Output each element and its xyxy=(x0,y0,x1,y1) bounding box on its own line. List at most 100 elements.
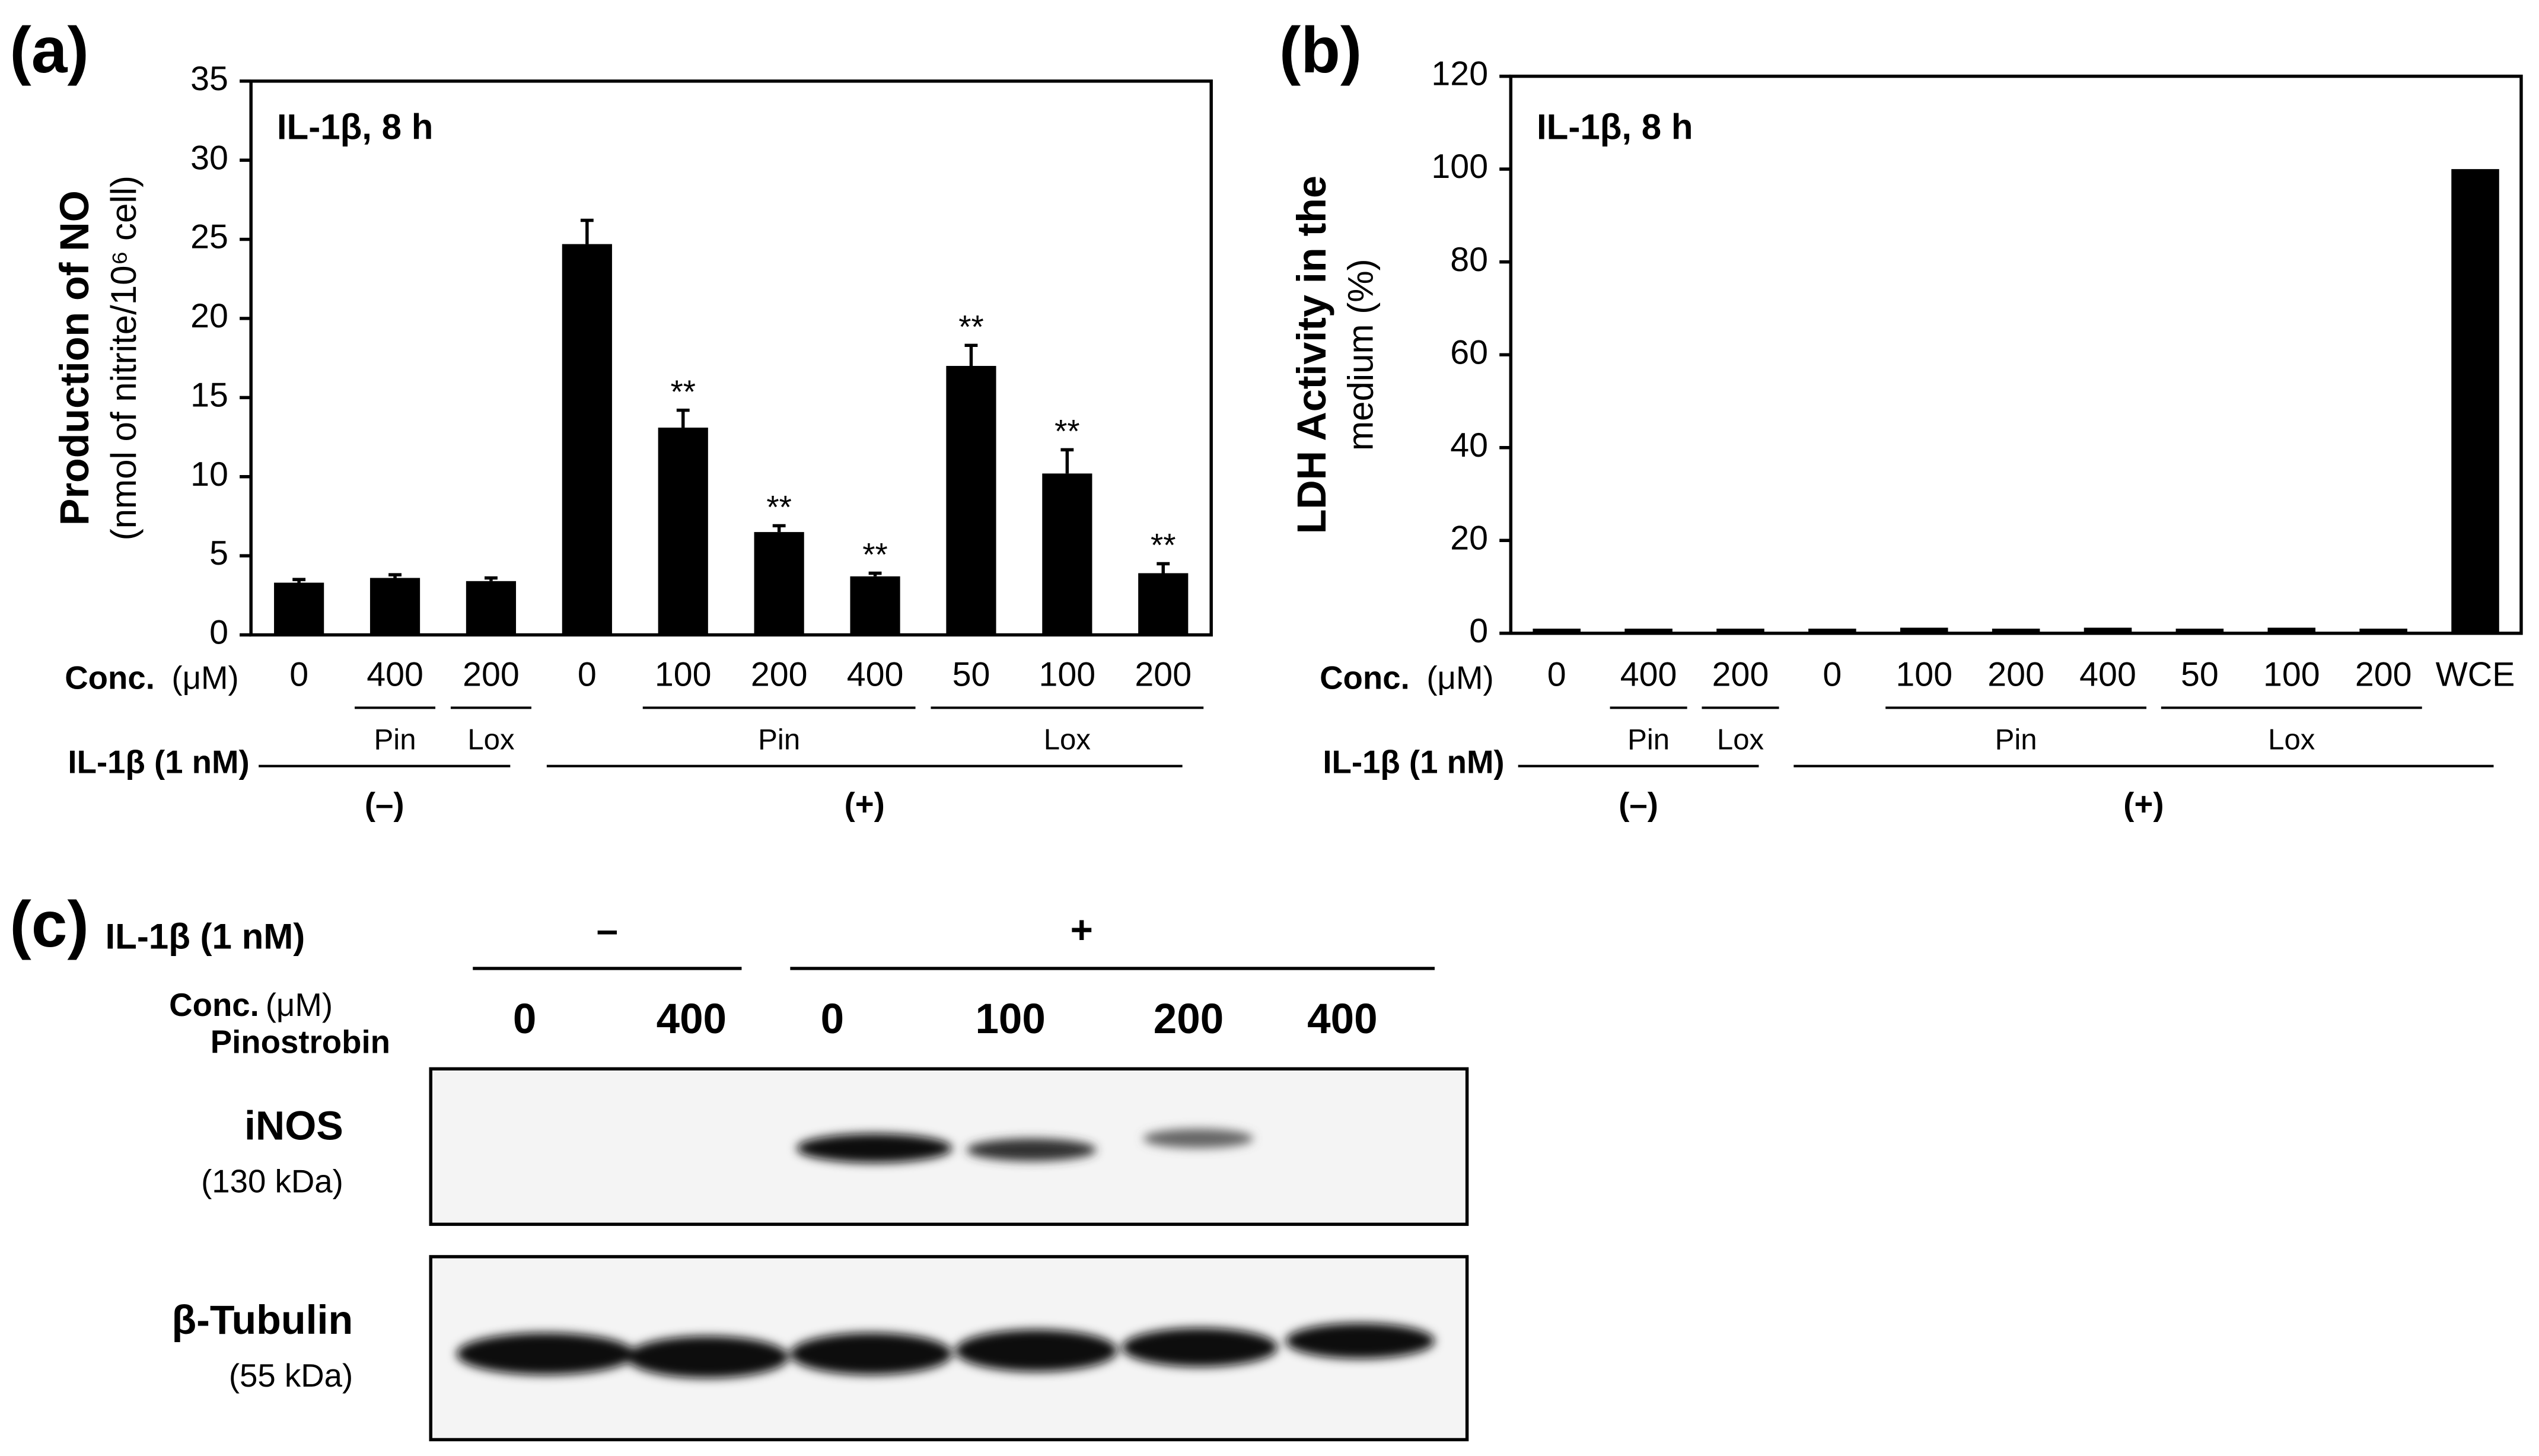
western-blot: (c) IL-1β (1 nM) – + Conc. (μM) Pinostro… xyxy=(9,888,1469,1442)
bar xyxy=(1533,628,1581,633)
conc-unit: (μM) xyxy=(1426,659,1493,696)
x-tick-label: 100 xyxy=(1039,656,1096,694)
x-tick-label: 200 xyxy=(2355,656,2412,694)
x-tick-label: 100 xyxy=(1896,656,1952,694)
bar xyxy=(754,532,804,635)
subgroup-label: Lox xyxy=(1717,724,1764,756)
significance-mark: ** xyxy=(862,537,888,573)
lane-label: 0 xyxy=(513,996,536,1043)
band xyxy=(966,1138,1097,1161)
bands xyxy=(456,1129,1435,1378)
minus-label: – xyxy=(597,908,618,951)
bar xyxy=(1808,628,1856,633)
error-bar xyxy=(292,578,306,583)
y-tick-label: 0 xyxy=(209,614,228,652)
bar xyxy=(466,581,517,635)
band xyxy=(797,1133,952,1163)
bar xyxy=(1992,628,2040,633)
error-bar xyxy=(485,576,498,581)
y-tick-label: 40 xyxy=(1450,426,1488,464)
group-label: (+) xyxy=(845,786,885,822)
conc-unit: (μM) xyxy=(266,987,333,1023)
lane-label: 200 xyxy=(1154,996,1224,1043)
group-label: (–) xyxy=(365,786,404,822)
y-axis-label-sub: medium (%) xyxy=(1341,259,1381,451)
row-name: β-Tubulin xyxy=(171,1298,353,1343)
x-tick-label: 200 xyxy=(463,656,520,694)
bar xyxy=(2451,169,2499,633)
error-bar xyxy=(1157,562,1170,574)
x-tick-label: 50 xyxy=(952,656,990,694)
lane-label: 400 xyxy=(657,996,727,1043)
error-bar xyxy=(772,524,786,533)
error-bar xyxy=(580,218,594,244)
significance-mark: ** xyxy=(670,374,696,410)
error-bar xyxy=(388,573,402,578)
subgroup-label: Pin xyxy=(1627,724,1670,756)
subgroup-label: Pin xyxy=(758,724,800,756)
lane-label: 400 xyxy=(1307,996,1377,1043)
bar xyxy=(369,578,420,635)
y-tick-label: 0 xyxy=(1469,612,1488,650)
plus-label: + xyxy=(1071,908,1093,951)
y-tick-label: 25 xyxy=(190,218,228,256)
bar xyxy=(1624,628,1673,633)
bar xyxy=(2175,628,2224,633)
y-tick-label: 60 xyxy=(1450,333,1488,371)
bar xyxy=(274,582,324,635)
y-tick-label: 30 xyxy=(190,139,228,177)
bar xyxy=(1138,573,1189,635)
y-axis-label: LDH Activity in the xyxy=(1289,176,1334,534)
error-bar xyxy=(868,571,882,576)
x-tick-label: 100 xyxy=(655,656,712,694)
subgroup-label: Pin xyxy=(1995,724,2037,756)
y-axis-label-sub: (nmol of nitrite/10⁶ cell) xyxy=(104,176,144,540)
band xyxy=(1285,1323,1435,1359)
row-size: (55 kDa) xyxy=(229,1358,353,1394)
conc-label: Conc. xyxy=(1320,659,1410,696)
error-bar xyxy=(1060,448,1074,474)
x-tick-label: 200 xyxy=(1987,656,2044,694)
bar xyxy=(1900,627,1948,633)
bar xyxy=(1716,628,1764,633)
compound-label: Pinostrobin xyxy=(211,1024,390,1060)
annotation: IL-1β, 8 h xyxy=(277,107,434,147)
y-tick-label: 15 xyxy=(190,376,228,414)
subgroup-label: Lox xyxy=(1044,724,1091,756)
significance-mark: ** xyxy=(1151,527,1176,563)
y-tick-label: 20 xyxy=(190,297,228,335)
bar xyxy=(562,244,612,635)
bar xyxy=(2084,627,2132,633)
bar xyxy=(1042,473,1092,635)
x-tick-label: 200 xyxy=(751,656,808,694)
subgroup-label: Lox xyxy=(2268,724,2315,756)
row-name: iNOS xyxy=(244,1103,343,1148)
y-tick-label: 10 xyxy=(190,455,228,493)
x-tick-label: 0 xyxy=(1547,656,1566,694)
y-tick-label: 35 xyxy=(190,60,228,98)
plot-frame xyxy=(1509,74,2523,635)
plot-frame xyxy=(249,79,1213,637)
treatment-label: IL-1β (1 nM) xyxy=(1323,744,1504,780)
lane-label: 100 xyxy=(975,996,1045,1043)
y-tick-label: 5 xyxy=(209,534,228,572)
annotation: IL-1β, 8 h xyxy=(1537,107,1693,147)
error-bar xyxy=(964,343,978,366)
panel-label: (c) xyxy=(9,888,88,961)
y-axis-label: Production of NO xyxy=(52,190,97,525)
band xyxy=(955,1329,1117,1372)
band xyxy=(1122,1328,1278,1367)
x-tick-label: 0 xyxy=(289,656,308,694)
x-tick-label: 400 xyxy=(2079,656,2136,694)
significance-mark: ** xyxy=(766,489,792,525)
row-size: (130 kDa) xyxy=(201,1163,343,1199)
y-tick-label: 100 xyxy=(1431,148,1488,186)
error-bar xyxy=(676,408,690,428)
x-tick-label: 0 xyxy=(578,656,597,694)
bar xyxy=(850,576,900,635)
conc-label: Conc. xyxy=(65,659,155,696)
x-tick-label: WCE xyxy=(2436,656,2515,694)
band xyxy=(1143,1129,1254,1148)
significance-mark: ** xyxy=(958,308,984,345)
